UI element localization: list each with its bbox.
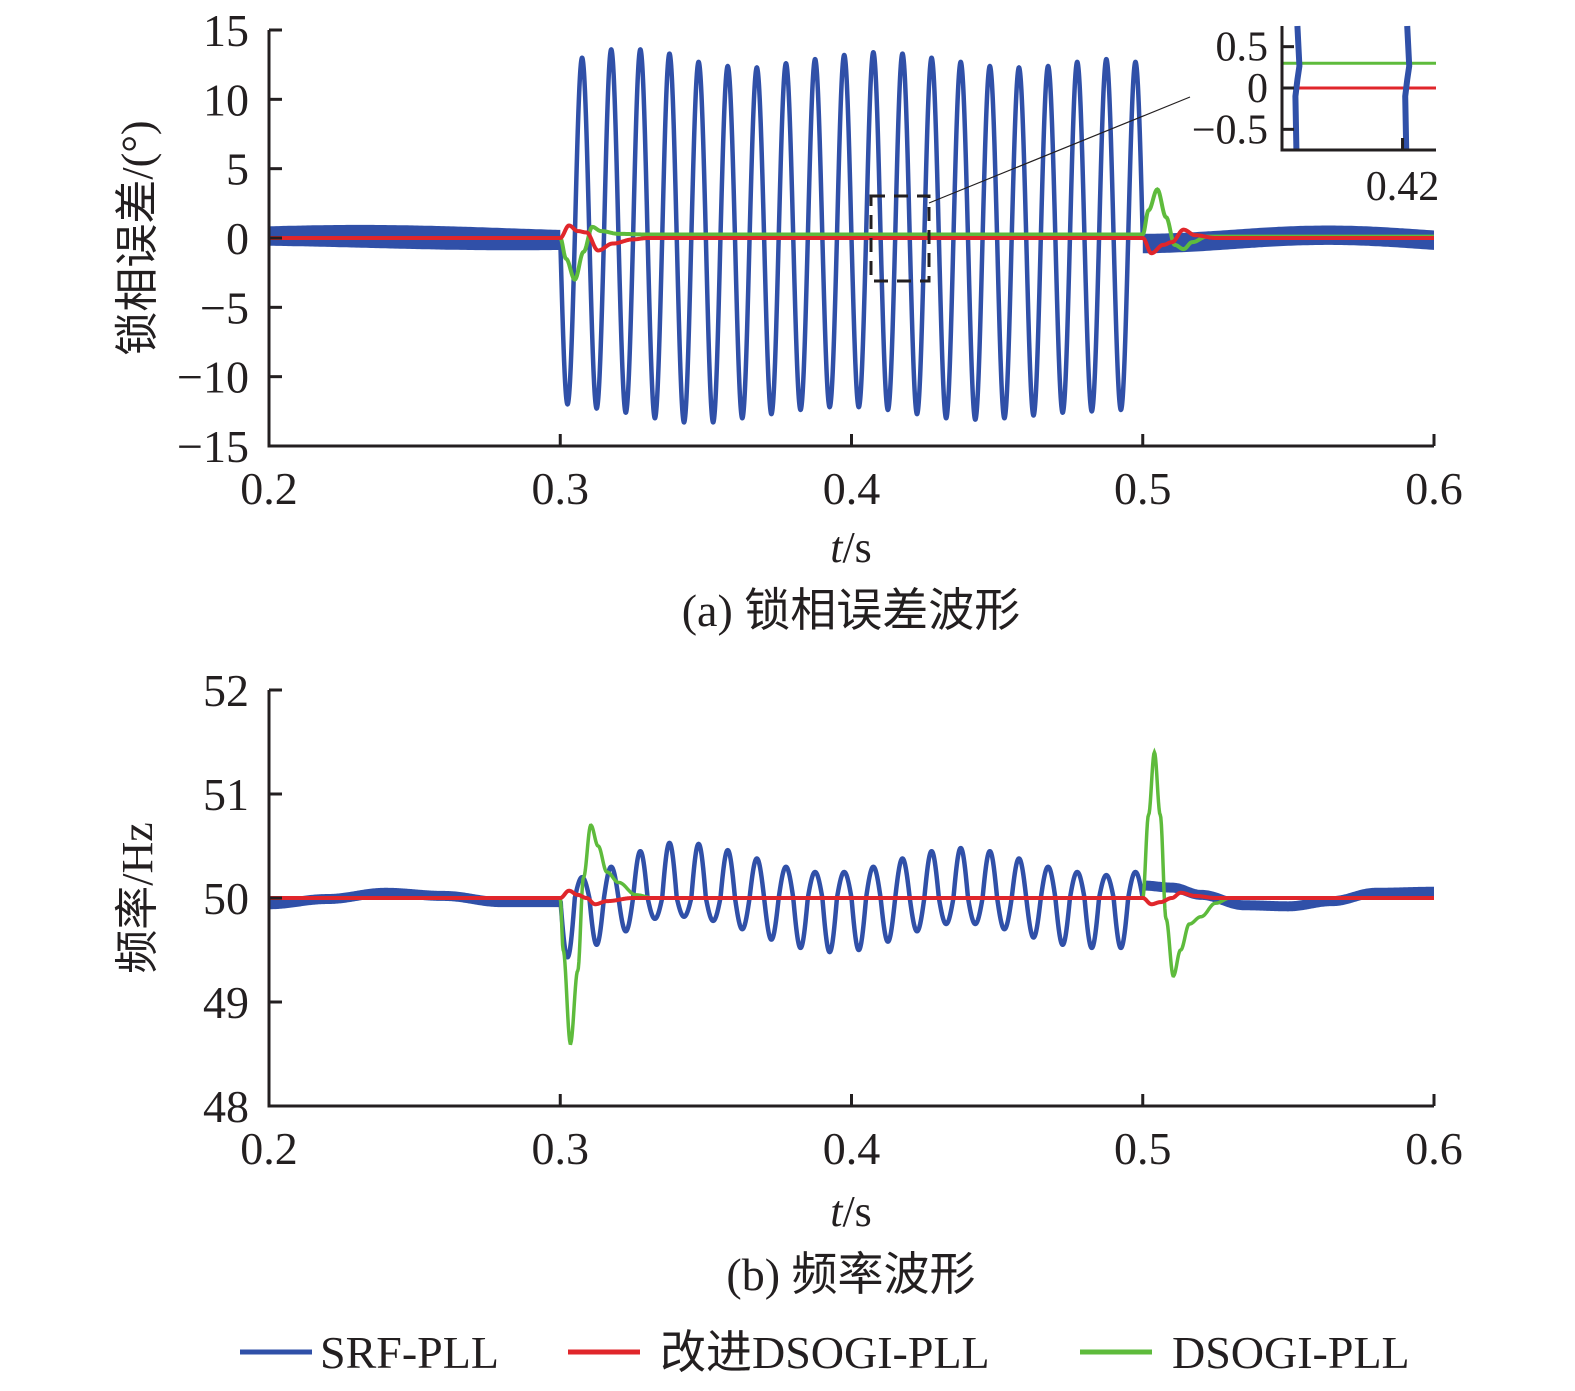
xlabel-frequency: t/s [830, 1187, 872, 1236]
series-srf-pll-oscillation [558, 840, 1145, 960]
caption-frequency: (b) 频率波形 [726, 1249, 975, 1300]
inset-ytick-label: 0 [1247, 66, 1268, 112]
plot-area-phase-error [269, 47, 1434, 425]
ytick-label-phase-error: −10 [177, 352, 249, 403]
zoom-connector-line [928, 96, 1191, 204]
xtick-label-frequency: 0.2 [240, 1123, 298, 1174]
plot-area-frequency [269, 747, 1434, 1046]
inset-series-srf-pll-crossing [1292, 25, 1303, 151]
axes-phase-error: −15 −10 −5 0 5 10 15 0.2 0.3 0.4 0.5 0.6 [177, 5, 1463, 514]
axes-frequency: 48 49 50 51 52 0.2 0.3 0.4 0.5 0.6 [203, 665, 1463, 1174]
xtick-label-frequency: 0.5 [1114, 1123, 1172, 1174]
ylabel-frequency: 频率/Hz [113, 822, 162, 974]
ytick-label-frequency: 50 [203, 873, 249, 924]
inset-series-srf-pll-crossing [1402, 25, 1413, 151]
inset-background [1282, 22, 1440, 150]
xtick-label-phase-error: 0.2 [240, 463, 298, 514]
xtick-label-phase-error: 0.6 [1405, 463, 1463, 514]
series-improved-dsogi-pll [269, 223, 1434, 256]
caption-phase-error: (a) 锁相误差波形 [682, 585, 1021, 636]
legend-label-dsogi-pll: DSOGI-PLL [1172, 1327, 1410, 1378]
ytick-label-phase-error: 0 [226, 213, 249, 264]
inset-zoom-phase-error: −0.500.5 0.42 [1192, 22, 1440, 210]
ytick-label-frequency: 52 [203, 665, 249, 716]
panel-frequency: 48 49 50 51 52 0.2 0.3 0.4 0.5 0.6 频率/Hz t/s (b) … [113, 665, 1463, 1300]
legend-label-improved-dsogi-pll: 改进DSOGI-PLL [660, 1327, 990, 1378]
legend: SRF-PLL 改进DSOGI-PLL DSOGI-PLL [240, 1327, 1410, 1378]
ytick-label-phase-error: 15 [203, 5, 249, 56]
ytick-label-frequency: 49 [203, 977, 249, 1028]
series-srf-pll-post [1142, 880, 1434, 912]
xtick-label-frequency: 0.6 [1405, 1123, 1463, 1174]
ytick-label-phase-error: 5 [226, 144, 249, 195]
series-improved-dsogi-pll [269, 888, 1434, 907]
xtick-label-frequency: 0.3 [532, 1123, 590, 1174]
ytick-label-frequency: 48 [203, 1081, 249, 1132]
inset-ytick-label: 0.5 [1216, 25, 1269, 71]
xlabel-phase-error: t/s [830, 523, 872, 572]
xtick-label-phase-error: 0.3 [532, 463, 590, 514]
legend-label-srf-pll: SRF-PLL [320, 1327, 499, 1378]
ytick-label-frequency: 51 [203, 769, 249, 820]
inset-ytick-label: −0.5 [1192, 107, 1268, 153]
inset-xtick-label: 0.42 [1366, 164, 1440, 210]
ytick-label-phase-error: −5 [200, 282, 249, 333]
inset-axes-lines [1280, 26, 1436, 152]
ylabel-phase-error: 锁相误差/(°) [113, 120, 162, 355]
ytick-label-phase-error: 10 [203, 74, 249, 125]
xtick-label-phase-error: 0.4 [823, 463, 881, 514]
xtick-label-phase-error: 0.5 [1114, 463, 1172, 514]
zoom-region-box [869, 194, 931, 283]
ytick-label-phase-error: −15 [177, 421, 249, 472]
xtick-label-frequency: 0.4 [823, 1123, 881, 1174]
